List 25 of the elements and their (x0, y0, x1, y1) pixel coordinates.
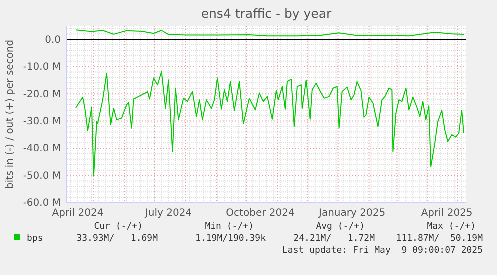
text: Max (-/+) (427, 222, 476, 232)
y-tick-label: -20.0 M (23, 89, 61, 100)
text: Avg (-/+) (316, 222, 365, 232)
chart-title: ens4 traffic - by year (201, 6, 333, 21)
y-axis-title: bits in (-) / out (+) per second (5, 40, 16, 190)
x-tick-label: July 2024 (144, 208, 192, 220)
x-tick-label: October 2024 (226, 208, 295, 220)
y-tick-label: -30.0 M (23, 116, 61, 128)
text: Last update: Fri May 9 09:00:07 2025 (282, 246, 483, 256)
y-tick-label: -40.0 M (23, 144, 61, 155)
legend-label: bps (27, 234, 44, 244)
y-tick-label: -50.0 M (23, 170, 61, 182)
y-tick-label: 0.0 (45, 34, 61, 46)
x-tick-label: January 2025 (318, 208, 386, 220)
y-tick-label: -60.0 M (23, 198, 61, 210)
y-tick-label: -10.0 M (23, 62, 61, 74)
text: Cur (-/+) (94, 222, 143, 232)
x-tick-label: April 2025 (421, 208, 473, 220)
text: 111.87M/ 50.19M (396, 234, 484, 244)
line-series (75, 71, 465, 177)
text: 1.19M/190.39k (196, 234, 267, 244)
text: 33.93M/ 1.69M (76, 234, 159, 244)
text: 24.21M/ 1.72M (294, 234, 376, 244)
x-tick-label: April 2024 (52, 208, 104, 220)
text: Min (-/+) (205, 222, 254, 232)
